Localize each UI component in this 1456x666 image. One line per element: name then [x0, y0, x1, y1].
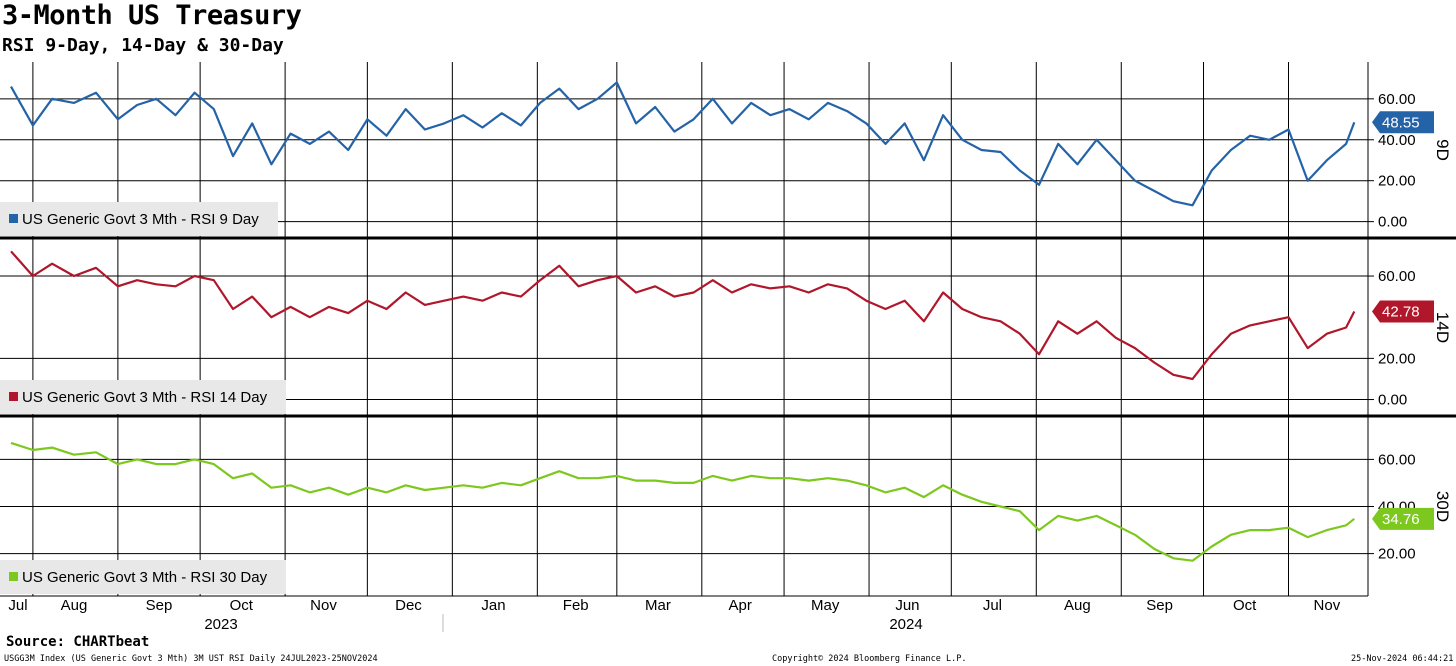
last-value-badge	[1372, 300, 1434, 323]
y-tick-label: 0.00	[1378, 392, 1407, 409]
y-tick-label: 20.00	[1378, 350, 1416, 367]
last-value-label: 48.55	[1382, 114, 1420, 131]
footer-index-info: USGG3M Index (US Generic Govt 3 Mth) 3M …	[4, 654, 378, 664]
last-value-badge	[1372, 111, 1434, 134]
last-value-badge	[1372, 507, 1434, 530]
x-month-label: Apr	[729, 597, 752, 614]
x-year-label: 2024	[889, 616, 922, 633]
x-month-label: Mar	[645, 597, 671, 614]
x-month-label: Nov	[310, 597, 337, 614]
last-value-label: 34.76	[1382, 511, 1420, 528]
x-year-label: 2023	[204, 616, 237, 633]
x-month-label: Nov	[1314, 597, 1341, 614]
chart-title: 3-Month US Treasury	[2, 0, 302, 31]
footer-copyright: Copyright© 2024 Bloomberg Finance L.P.	[772, 654, 967, 664]
x-month-label: Jul	[983, 597, 1002, 614]
rsi9-series-line	[10, 81, 1356, 207]
rsi30-series-line	[10, 441, 1355, 562]
footer-timestamp: 25-Nov-2024 06:44:21	[1351, 654, 1454, 664]
legend-box	[0, 560, 286, 594]
y-tick-label: 20.00	[1378, 173, 1416, 190]
legend-swatch	[9, 572, 18, 581]
legend-box	[0, 202, 278, 236]
y-tick-label: 20.00	[1378, 546, 1416, 563]
x-month-label: Feb	[563, 597, 589, 614]
y-tick-label: 60.00	[1378, 91, 1416, 108]
legend-label: US Generic Govt 3 Mth - RSI 9 Day	[22, 211, 259, 228]
y-tick-label: 60.00	[1378, 451, 1416, 468]
panel-label: 30D	[1433, 491, 1452, 522]
legend-swatch	[9, 392, 18, 401]
chart-subtitle: RSI 9-Day, 14-Day & 30-Day	[2, 35, 284, 56]
legend-swatch	[9, 214, 18, 223]
panel-label: 14D	[1433, 312, 1452, 343]
y-tick-label: 0.00	[1378, 214, 1407, 231]
x-month-label: Oct	[1233, 597, 1257, 614]
x-month-label: Sep	[146, 597, 173, 614]
legend-label: US Generic Govt 3 Mth - RSI 30 Day	[22, 569, 268, 586]
x-month-label: May	[811, 597, 840, 614]
x-month-label: Jul	[8, 597, 27, 614]
x-month-label: Sep	[1146, 597, 1173, 614]
legend-box	[0, 380, 286, 414]
x-month-label: Aug	[1064, 597, 1091, 614]
legend-label: US Generic Govt 3 Mth - RSI 14 Day	[22, 389, 268, 406]
y-tick-label: 60.00	[1378, 268, 1416, 285]
y-tick-label: 40.00	[1378, 132, 1416, 149]
x-month-label: Aug	[61, 597, 88, 614]
x-month-label: Jan	[481, 597, 505, 614]
x-month-label: Dec	[395, 597, 422, 614]
last-value-label: 42.78	[1382, 303, 1420, 320]
x-month-label: Oct	[230, 597, 254, 614]
source-label: Source: CHARTbeat	[6, 634, 150, 650]
rsi14-series-line	[10, 250, 1356, 381]
panel-label: 9D	[1433, 139, 1452, 161]
x-month-label: Jun	[895, 597, 919, 614]
